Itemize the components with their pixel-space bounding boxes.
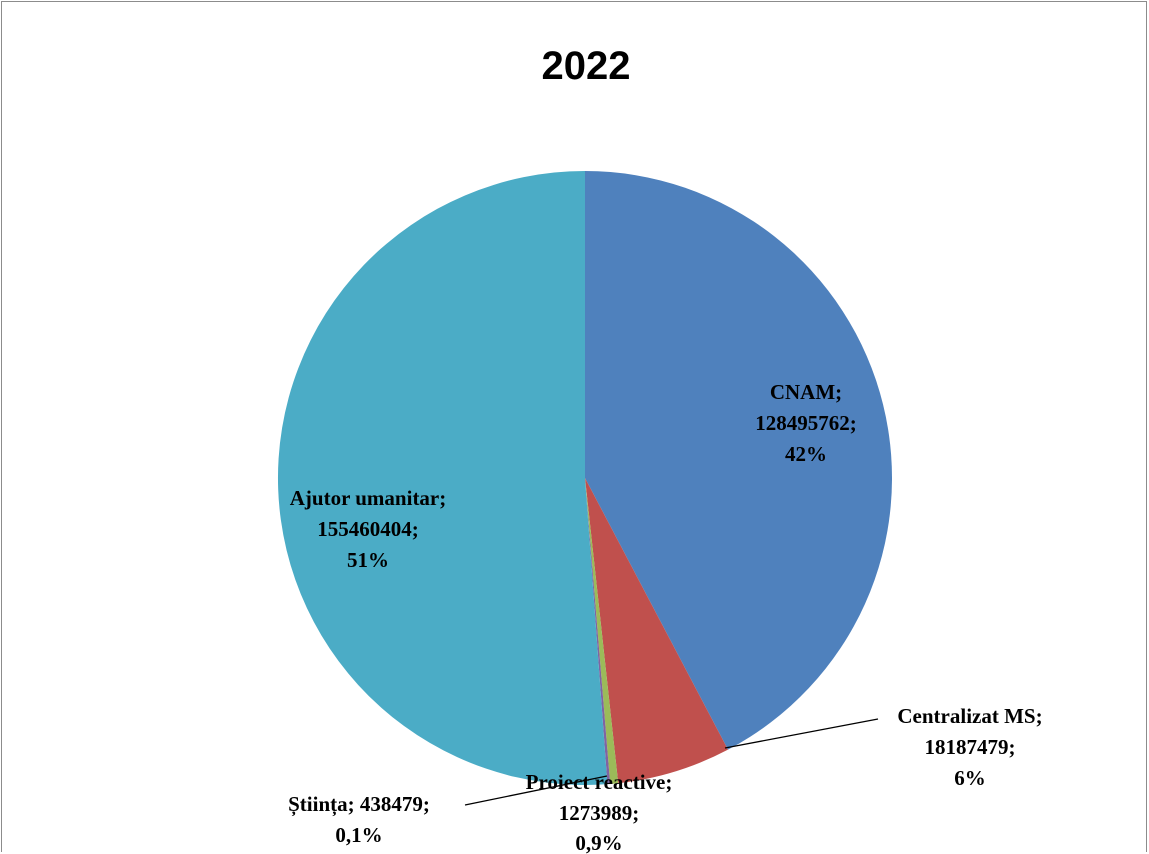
- pie-slice-centralizat-ms: [585, 478, 728, 784]
- chart-title: 2022: [542, 44, 631, 88]
- label-proiect-percent: 0,9%: [575, 831, 622, 854]
- label-centralizat-value: 18187479;: [925, 735, 1016, 759]
- pie-slice--tiin-a: [585, 478, 611, 785]
- pie-slice-proiect-reactive: [585, 478, 619, 784]
- label-cnam-value: 128495762;: [755, 411, 857, 435]
- label-centralizat-percent: 6%: [954, 766, 986, 790]
- label-ajutor-percent: 51%: [347, 548, 389, 572]
- label-cnam-name: CNAM;: [770, 380, 842, 404]
- leader-line-stiinta: [464, 775, 608, 806]
- label-stiinta-name: Știința; 438479;: [288, 792, 430, 817]
- data-labels: CNAM; 128495762; 42% Ajutor umanitar; 15…: [288, 380, 1042, 854]
- label-proiect-value: 1273989;: [559, 801, 640, 825]
- label-cnam-percent: 42%: [785, 442, 827, 466]
- label-ajutor-name: Ajutor umanitar;: [290, 486, 447, 510]
- label-centralizat-name: Centralizat MS;: [897, 704, 1042, 728]
- pie-slice-ajutor-umanitar: [277, 171, 608, 786]
- leader-lines: [464, 718, 879, 806]
- leader-line-centralizat: [724, 718, 879, 749]
- pie-slices: [277, 171, 892, 786]
- label-proiect-name: Proiect reactive;: [526, 770, 673, 794]
- pie-slice-cnam: [585, 171, 892, 750]
- label-ajutor-value: 155460404;: [317, 517, 419, 541]
- label-stiinta-percent: 0,1%: [335, 823, 382, 847]
